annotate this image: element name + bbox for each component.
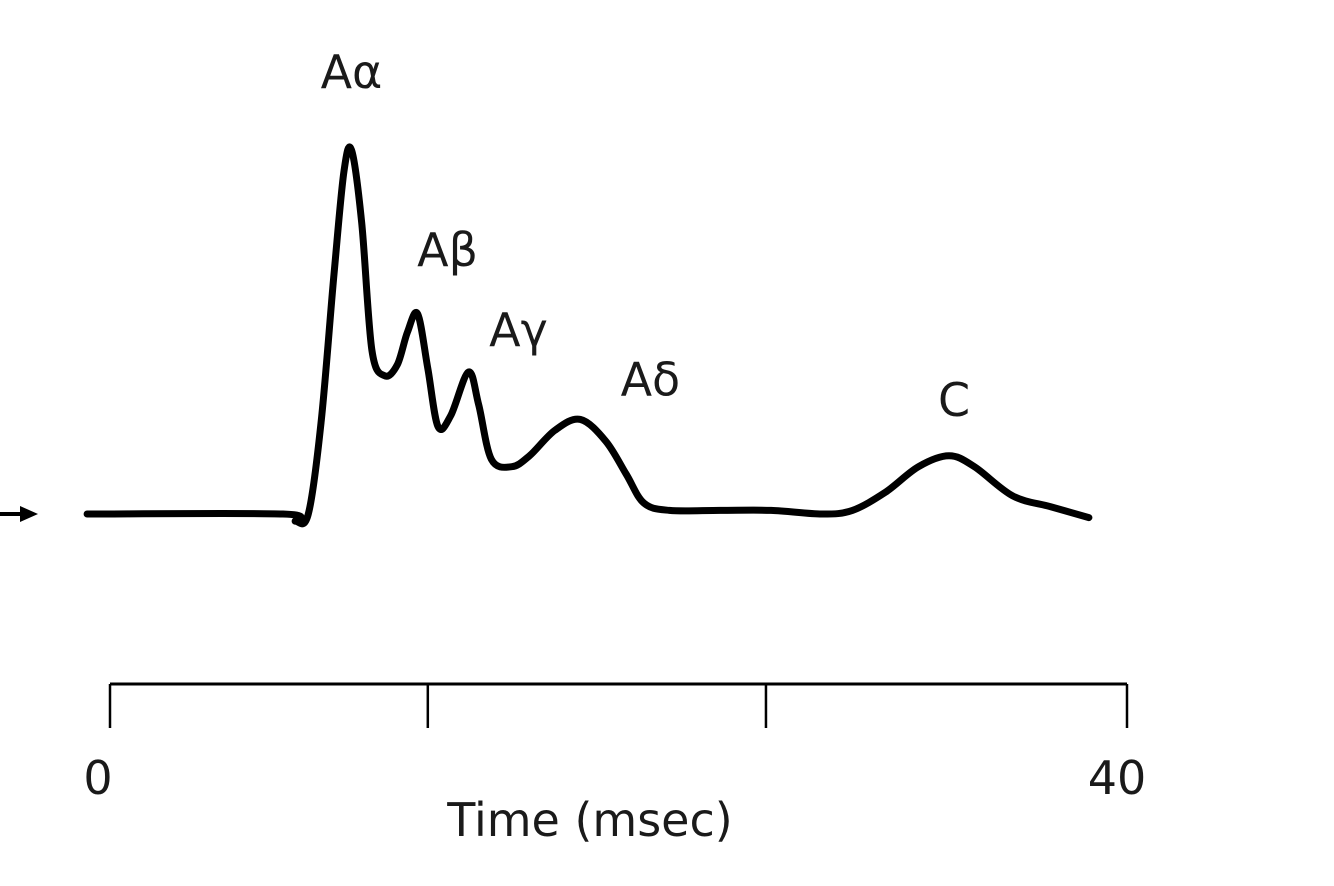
peak-label-a-beta: Aβ [417,223,478,277]
peak-label-a-gamma: Aγ [489,303,548,357]
x-tick-label-start: 0 [83,751,112,805]
peak-label-a-delta: Aδ [621,352,681,406]
peak-label-a-alpha: Aα [321,45,383,99]
x-tick-label-end: 40 [1088,751,1147,805]
peak-label-c: C [938,373,970,427]
series-line-compound-action-potential [83,143,1093,528]
arrow-right-icon [20,506,38,522]
baseline-marker [0,506,38,522]
x-axis-title: Time (msec) [446,793,732,847]
